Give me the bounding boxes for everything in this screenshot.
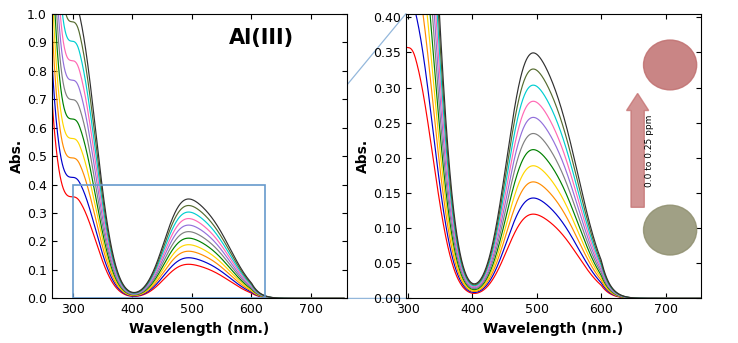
Ellipse shape	[644, 205, 697, 255]
X-axis label: Wavelength (nm.): Wavelength (nm.)	[129, 322, 269, 336]
Bar	[72, 185, 264, 298]
Y-axis label: Abs.: Abs.	[10, 139, 24, 173]
Ellipse shape	[644, 40, 697, 90]
X-axis label: Wavelength (nm.): Wavelength (nm.)	[483, 322, 624, 336]
Text: 0.0 to 0.25 ppm: 0.0 to 0.25 ppm	[645, 114, 654, 187]
Text: Al(III): Al(III)	[229, 28, 294, 48]
Y-axis label: Abs.: Abs.	[356, 139, 370, 173]
FancyArrow shape	[627, 93, 649, 207]
